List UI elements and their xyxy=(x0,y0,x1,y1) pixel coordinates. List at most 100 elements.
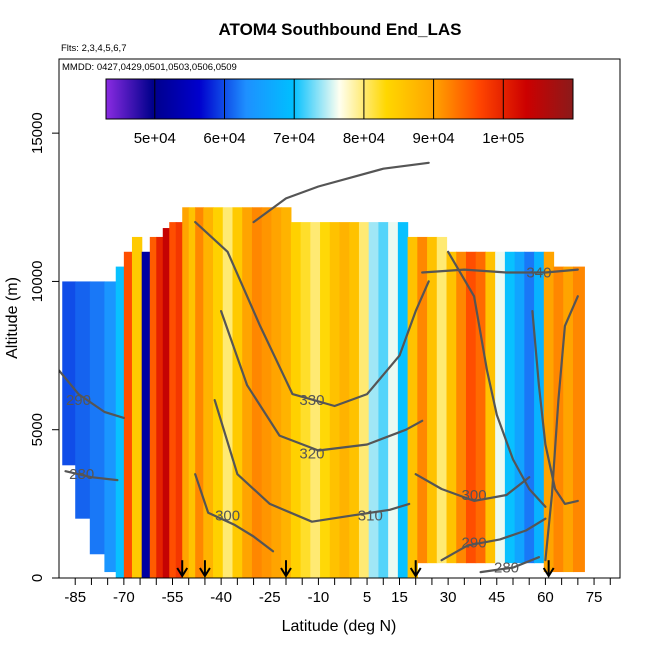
heatmap-column xyxy=(563,266,574,573)
colorbar-tick-label: 5e+04 xyxy=(134,130,176,147)
arrow-head xyxy=(409,567,422,578)
contour-label: 310 xyxy=(358,508,383,525)
heatmap-column xyxy=(534,251,545,564)
heatmap-column xyxy=(368,222,380,578)
contour-line xyxy=(220,310,424,452)
contour-line xyxy=(479,556,540,574)
contour-label: 300 xyxy=(462,487,487,504)
x-tick-label: -85 xyxy=(64,589,86,606)
heatmap-column xyxy=(232,207,243,578)
heatmap-column xyxy=(572,266,585,573)
contour-line xyxy=(544,295,579,562)
contour-label: 300 xyxy=(215,508,240,525)
colorbar-ticks: 5e+04 6e+04 7e+04 8e+04 9e+04 1e+05 xyxy=(134,79,524,147)
heatmap-column xyxy=(251,207,263,578)
heatmap-column xyxy=(358,222,370,578)
x-axis-label: Latitude (deg N) xyxy=(282,618,397,635)
heatmap-column xyxy=(242,207,253,578)
heatmap-column xyxy=(417,236,428,564)
heatmap-column xyxy=(514,251,525,564)
heatmap-cells xyxy=(62,207,585,578)
contour-line xyxy=(194,473,275,553)
x-tick-label: -25 xyxy=(259,589,281,606)
heatmap-column xyxy=(169,222,177,578)
heatmap-column xyxy=(456,251,467,564)
contour-label: 280 xyxy=(494,560,519,577)
heatmap-column xyxy=(195,207,204,578)
heatmap-column xyxy=(271,207,282,578)
heatmap-column xyxy=(427,236,438,564)
colorbar: 5e+04 6e+04 7e+04 8e+04 9e+04 1e+05 xyxy=(105,78,574,147)
heatmap-column xyxy=(485,251,496,564)
colorbar-tick-label: 8e+04 xyxy=(343,130,385,147)
heatmap-column xyxy=(123,251,133,578)
contour-label: 330 xyxy=(299,392,324,409)
heatmap-column xyxy=(320,222,331,578)
contour-line xyxy=(447,250,547,508)
heatmap-column xyxy=(397,222,409,578)
heatmap-column xyxy=(62,281,76,466)
heatmap-column xyxy=(436,236,448,564)
heatmap-column xyxy=(104,281,117,573)
flights-text: Flts: 2,3,4,5,6,7 xyxy=(61,43,126,54)
arrow-head xyxy=(542,567,555,578)
arrow-markers xyxy=(176,560,555,578)
heatmap-column xyxy=(524,251,535,564)
contour-line xyxy=(440,517,547,562)
heatmap-column xyxy=(495,251,506,564)
heatmap-column xyxy=(329,222,341,578)
heatmap-column xyxy=(149,236,157,578)
x-tick-label: 5 xyxy=(363,589,371,606)
x-tick-label: -10 xyxy=(308,589,330,606)
heatmap-column xyxy=(290,222,302,578)
colorbar-tick-label: 6e+04 xyxy=(203,130,245,147)
contour-line xyxy=(421,268,579,274)
arrow-head xyxy=(280,567,292,578)
heatmap-column xyxy=(131,236,143,578)
y-axis: 0 5000 10000 15000 xyxy=(29,112,59,582)
heatmap-column xyxy=(156,236,164,578)
contour-lines: 340 330 320 310 300 300 290 280 290 280 xyxy=(59,161,579,577)
contour-line xyxy=(59,369,125,419)
heatmap-column xyxy=(339,222,350,578)
heatmap-column xyxy=(300,222,311,578)
contour-label: 290 xyxy=(66,392,91,409)
contour-line xyxy=(252,161,430,224)
y-tick-label: 15000 xyxy=(29,112,46,154)
heatmap-column xyxy=(465,251,477,564)
heatmap-column xyxy=(162,228,170,578)
contour-line xyxy=(213,399,411,523)
heatmap-column xyxy=(388,222,399,578)
arrow-head xyxy=(199,567,211,578)
heatmap-column xyxy=(203,207,214,578)
contour-line xyxy=(64,470,119,482)
x-tick-label: 60 xyxy=(537,589,554,606)
heatmap-column xyxy=(475,251,487,564)
x-tick-label: -40 xyxy=(210,589,232,606)
y-axis-label: Altitude (m) xyxy=(4,277,21,359)
heatmap-column xyxy=(504,251,516,564)
contour-label: 320 xyxy=(299,445,324,462)
heatmap-column xyxy=(407,236,418,578)
chart-title: ATOM4 Southbound End_LAS xyxy=(218,20,461,39)
contour-label: 280 xyxy=(69,466,94,483)
heatmap-column xyxy=(349,222,360,578)
x-tick-label: 30 xyxy=(440,589,457,606)
contour-label: 340 xyxy=(526,265,551,282)
y-tick-label: 10000 xyxy=(29,261,46,303)
colorbar-tick-label: 9e+04 xyxy=(413,130,455,147)
colorbar-tick-label: 1e+05 xyxy=(482,130,524,147)
x-axis: -85 -70 -55 -40 -25 -10 5 15 30 45 60 75 xyxy=(64,578,611,606)
heatmap-column xyxy=(446,251,457,564)
colorbar-tick-label: 7e+04 xyxy=(273,130,315,147)
plot-frame xyxy=(58,58,621,579)
heatmap-column xyxy=(175,222,183,578)
heatmap-column xyxy=(115,266,125,578)
heatmap-column xyxy=(141,251,151,578)
y-tick-label: 0 xyxy=(29,574,46,582)
colorbar-gradient xyxy=(105,78,574,120)
heatmap-column xyxy=(553,266,564,573)
heatmap-column xyxy=(261,207,273,578)
heatmap-column xyxy=(213,207,224,578)
x-tick-label: 75 xyxy=(586,589,603,606)
